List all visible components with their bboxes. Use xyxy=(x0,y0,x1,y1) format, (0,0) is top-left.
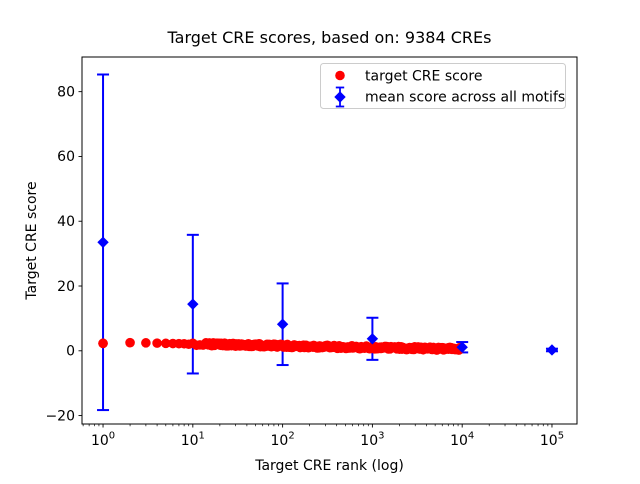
mean-score-diamond xyxy=(366,333,379,345)
plot-area-frame xyxy=(81,56,578,425)
y-tick-label: −20 xyxy=(45,408,75,424)
x-tick-label: 102 xyxy=(271,431,295,450)
target-cre-point xyxy=(141,338,151,348)
series-target-cre-score-points xyxy=(98,337,465,355)
chart-title: Target CRE scores, based on: 9384 CREs xyxy=(167,28,492,47)
legend-label-target-cre-score: target CRE score xyxy=(365,69,482,85)
mean-score-diamond xyxy=(456,341,468,353)
y-axis-major-ticks: −20 0 20 40 60 80 xyxy=(45,84,82,424)
legend: target CRE score mean score across all m… xyxy=(320,63,566,109)
mean-score-diamond xyxy=(546,344,558,356)
x-tick-label: 104 xyxy=(450,431,474,450)
y-tick-label: 20 xyxy=(57,279,75,295)
target-cre-point xyxy=(152,338,162,348)
series-mean-score-diamonds xyxy=(97,236,558,356)
target-cre-point xyxy=(125,337,135,348)
x-tick-label: 101 xyxy=(181,431,205,450)
legend-diamond-marker xyxy=(334,91,346,103)
mean-score-diamond xyxy=(276,318,289,330)
x-axis-major-ticks: 100 101 102 103 104 105 xyxy=(91,424,564,449)
x-tick-label: 100 xyxy=(91,431,115,450)
y-axis-label: Target CRE score xyxy=(24,181,40,300)
legend-box xyxy=(320,63,566,109)
target-cre-rank1-point xyxy=(98,338,108,349)
mean-score-diamond xyxy=(97,236,109,248)
y-tick-label: 80 xyxy=(57,84,75,100)
x-tick-label: 103 xyxy=(360,431,384,450)
legend-marker-mean-score xyxy=(334,86,346,108)
y-tick-label: 40 xyxy=(57,214,75,230)
x-axis-label: Target CRE rank (log) xyxy=(254,458,404,474)
target-cre-point xyxy=(160,338,171,349)
mean-score-diamond xyxy=(187,298,199,310)
y-tick-label: 0 xyxy=(66,344,75,360)
legend-marker-target-cre-score xyxy=(335,70,345,81)
y-tick-label: 60 xyxy=(57,149,75,165)
x-tick-label: 105 xyxy=(540,431,564,450)
legend-label-mean-score: mean score across all motifs xyxy=(365,90,565,106)
